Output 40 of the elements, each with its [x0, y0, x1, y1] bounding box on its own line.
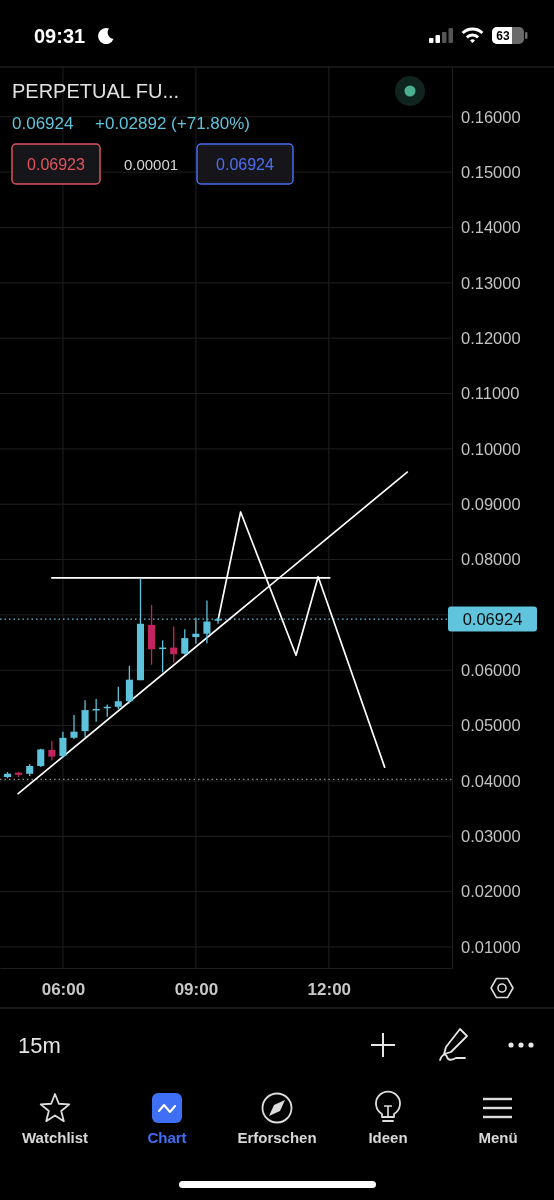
y-tick-label: 0.01000 — [461, 937, 521, 956]
y-tick-label: 0.03000 — [461, 827, 521, 846]
annotation: +0.02892 (+71.80%) — [95, 114, 251, 133]
text: Erforschen — [237, 1129, 317, 1146]
y-tick-label: 0.16000 — [461, 107, 521, 126]
y-tick-label: 0.13000 — [461, 273, 521, 292]
candlestick — [70, 714, 78, 740]
candlestick — [114, 686, 122, 710]
ref-line-label: 0.06924 — [462, 610, 523, 629]
candlestick — [59, 731, 67, 759]
candlestick — [181, 628, 189, 656]
y-tick-label: 0.12000 — [461, 328, 521, 347]
y-tick-label: 0.11000 — [461, 384, 520, 403]
y-tick-label: 0.09000 — [461, 495, 521, 513]
annotation: 0.00001 — [123, 156, 179, 173]
y-tick-label: 0.04000 — [461, 771, 521, 790]
candlestick — [48, 740, 56, 762]
annotation: 0.06923 — [27, 156, 86, 173]
y-tick-label: 0.14000 — [461, 218, 521, 237]
annotation: 0.06924 — [12, 114, 74, 133]
annotation: 0.06924 — [216, 156, 275, 173]
y-tick-label: 0.02000 — [461, 882, 521, 901]
y-tick-label: 0.08000 — [461, 550, 521, 569]
text: Ideen — [368, 1129, 408, 1146]
y-tick-label: 0.10000 — [461, 439, 521, 458]
y-tick-label: 0.05000 — [461, 716, 521, 735]
text: Chart — [147, 1129, 187, 1146]
text: PERPETUAL FU... — [12, 80, 180, 102]
text: Menü — [478, 1129, 518, 1146]
candlestick — [125, 665, 133, 705]
candlestick — [81, 699, 89, 738]
y-tick-label: 0.15000 — [461, 162, 521, 181]
y-tick-label: 0.06000 — [461, 661, 521, 680]
x-tick-label: 12:00 — [307, 980, 352, 1000]
text: 63 — [496, 29, 510, 43]
text: Watchlist — [21, 1129, 89, 1146]
x-tick-label: 06:00 — [41, 980, 86, 1000]
x-tick-label: 09:00 — [174, 980, 219, 1000]
text: 09:31 — [34, 25, 86, 47]
text: 15m — [18, 1033, 61, 1058]
